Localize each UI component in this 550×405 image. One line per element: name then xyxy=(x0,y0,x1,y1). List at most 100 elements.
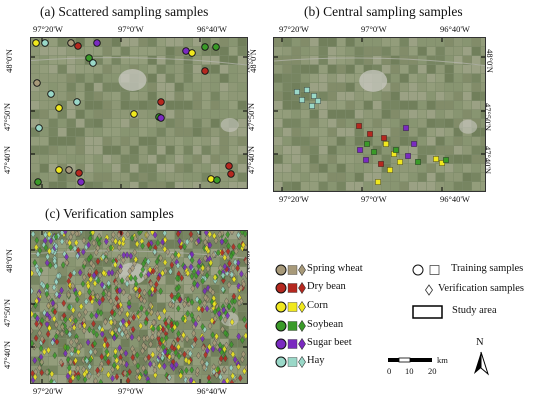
field-patch xyxy=(337,173,346,182)
verification-diamond-marker xyxy=(88,355,93,364)
verification-diamond-marker xyxy=(63,349,68,358)
field-patch xyxy=(229,92,238,101)
field-patch xyxy=(40,258,49,267)
verification-diamond-marker xyxy=(220,325,225,333)
verification-diamond-marker xyxy=(151,267,156,275)
verification-diamond-marker xyxy=(236,332,241,341)
verification-diamond-marker xyxy=(222,253,228,262)
verification-diamond-marker xyxy=(45,330,51,338)
field-patch xyxy=(436,38,445,47)
field-patch xyxy=(103,182,112,188)
field-patch xyxy=(40,366,49,375)
field-patch xyxy=(220,137,229,146)
verification-diamond-marker xyxy=(109,268,115,277)
field-patch xyxy=(427,173,436,182)
field-patch xyxy=(157,366,166,375)
field-patch xyxy=(301,146,310,155)
verification-diamond-marker xyxy=(184,335,190,343)
verification-diamond-marker xyxy=(205,264,211,273)
verification-diamond-marker xyxy=(225,311,230,320)
field-patch xyxy=(346,92,355,101)
field-patch xyxy=(166,101,175,110)
legend-class-2-label: Dry bean xyxy=(307,281,346,292)
field-patch xyxy=(94,182,103,188)
field-patch xyxy=(202,56,211,65)
field-patch xyxy=(436,56,445,65)
field-patch xyxy=(292,38,301,47)
field-patch xyxy=(220,321,229,330)
field-patch xyxy=(76,231,85,240)
field-patch xyxy=(211,164,220,173)
verification-diamond-marker xyxy=(135,367,141,375)
field-patch xyxy=(85,155,94,164)
field-patch xyxy=(346,128,355,137)
field-patch xyxy=(94,164,103,173)
field-patch xyxy=(391,65,400,74)
field-patch xyxy=(157,348,166,357)
field-patch xyxy=(274,47,283,56)
verification-diamond-marker xyxy=(90,231,96,237)
verification-diamond-marker xyxy=(202,254,208,263)
verification-diamond-marker xyxy=(83,308,88,316)
verification-diamond-marker xyxy=(69,349,75,358)
field-patch xyxy=(310,47,319,56)
field-patch xyxy=(85,173,94,182)
field-patch xyxy=(373,65,382,74)
field-patch xyxy=(310,137,319,146)
verification-diamond-marker xyxy=(149,333,155,342)
verification-diamond-marker xyxy=(188,263,194,271)
field-patch xyxy=(148,74,157,83)
field-patch xyxy=(157,276,166,285)
field-patch xyxy=(148,375,157,383)
field-patch xyxy=(130,128,139,137)
field-patch xyxy=(409,83,418,92)
verification-diamond-marker xyxy=(77,268,83,277)
verification-diamond-marker xyxy=(112,261,118,269)
verification-diamond-marker xyxy=(67,239,72,247)
field-patch xyxy=(283,38,292,47)
field-patch xyxy=(76,38,85,47)
field-patch xyxy=(31,101,40,110)
field-patch xyxy=(58,119,67,128)
field-patch xyxy=(418,83,427,92)
verification-diamond-marker xyxy=(147,288,152,297)
verification-diamond-marker xyxy=(73,356,78,365)
panel-c-lat-left-1: 48°0'N xyxy=(3,249,14,273)
field-patch xyxy=(220,47,229,56)
verification-diamond-marker xyxy=(38,344,44,353)
field-patch xyxy=(400,119,409,128)
field-patch xyxy=(355,164,364,173)
field-patch xyxy=(112,164,121,173)
field-patch xyxy=(67,92,76,101)
panel-a-lat-left-1: 48°0'N xyxy=(3,49,14,73)
field-patch xyxy=(67,110,76,119)
verification-diamond-marker xyxy=(154,280,159,289)
field-patch xyxy=(463,101,472,110)
verification-diamond-marker xyxy=(203,293,208,302)
field-patch xyxy=(409,74,418,83)
field-patch xyxy=(130,339,139,348)
field-patch xyxy=(31,47,40,56)
verification-diamond-marker xyxy=(136,334,142,343)
panel-b-lon-1: 97°20'W xyxy=(279,24,309,34)
field-patch xyxy=(193,182,202,188)
verification-diamond-marker xyxy=(51,283,57,292)
legend-class-5-label: Sugar beet xyxy=(307,337,352,348)
verification-diamond-marker xyxy=(106,370,111,379)
training-square-marker xyxy=(299,97,305,103)
field-patch xyxy=(157,119,166,128)
field-patch xyxy=(373,56,382,65)
verification-diamond-marker xyxy=(227,259,232,268)
field-patch xyxy=(193,101,202,110)
verification-diamond-marker xyxy=(76,373,81,382)
verification-diamond-marker xyxy=(227,348,233,356)
field-patch xyxy=(85,128,94,137)
training-square-marker xyxy=(311,93,317,99)
field-patch xyxy=(184,155,193,164)
verification-diamond-marker xyxy=(176,352,182,360)
field-patch xyxy=(49,56,58,65)
verification-diamond-marker xyxy=(66,364,72,372)
field-patch xyxy=(157,182,166,188)
field-patch xyxy=(382,137,391,146)
verification-diamond-marker xyxy=(114,373,120,381)
